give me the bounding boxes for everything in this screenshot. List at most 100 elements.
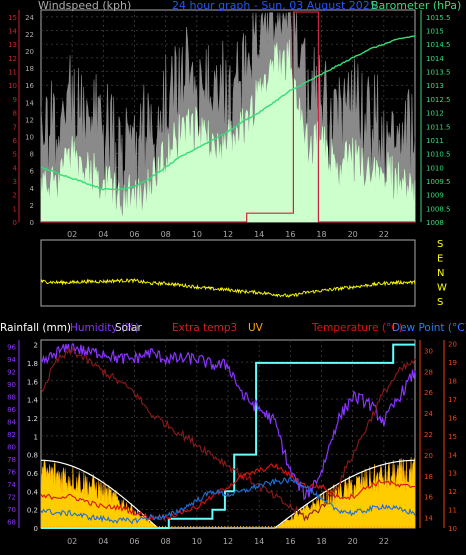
barometer-tick-label: 1013 bbox=[426, 82, 444, 90]
wind-average-area bbox=[40, 39, 416, 223]
wind-tick-label: 8 bbox=[13, 110, 17, 118]
rainfall-line bbox=[41, 343, 415, 529]
rain-tick-label: 1.2 bbox=[27, 415, 38, 423]
wind-tick-label: 3 bbox=[13, 178, 17, 186]
top-x-axis-ticks: 02 04 06 08 10 12 14 16 18 20 22 bbox=[67, 230, 389, 239]
barometer-tick-label: 1009 bbox=[426, 192, 444, 200]
dewpoint-tick-label: 10 bbox=[448, 525, 457, 533]
x-tick-label: 22 bbox=[379, 230, 389, 239]
wind-tick-label: 10 bbox=[8, 82, 17, 90]
humidity-tick-label: 74 bbox=[7, 481, 16, 489]
humidity-tick-label: 76 bbox=[7, 469, 16, 477]
x-tick-label: 12 bbox=[223, 230, 233, 239]
humidity-tick-label: 96 bbox=[7, 343, 16, 351]
barometer-axis-ticks: 1008 1008.5 1009 1009.5 1010 1010.5 1011 1011.5… bbox=[420, 10, 451, 227]
temperature-tick-label: 16 bbox=[424, 494, 433, 502]
humidity-tick-label: 68 bbox=[7, 519, 16, 527]
humidity-tick-label: 70 bbox=[7, 506, 16, 514]
barometer-line bbox=[40, 35, 416, 191]
wind-tick-label: 4 bbox=[13, 164, 18, 172]
humidity-tick-label: 90 bbox=[7, 381, 16, 389]
wind-tick-label: 5 bbox=[13, 151, 17, 159]
x-tick-label: 20 bbox=[348, 230, 358, 239]
dewpoint-tick-label: 14 bbox=[448, 451, 457, 459]
x-tick-label: 02 bbox=[67, 230, 77, 239]
humidity-tick-label: 92 bbox=[7, 368, 16, 376]
humidity-tick-label: 88 bbox=[7, 393, 16, 401]
barometer-tick-label: 1008.5 bbox=[426, 205, 451, 213]
humidity-tick-label: 78 bbox=[7, 456, 16, 464]
legend-rainfall: Rainfall (mm) bbox=[0, 322, 71, 334]
barometer-tick-label: 1012 bbox=[426, 110, 444, 118]
barometer-tick-label: 1010.5 bbox=[426, 151, 451, 159]
barometer-tick-label: 1014 bbox=[426, 55, 444, 63]
dewpoint-tick-label: 18 bbox=[448, 378, 457, 386]
rain-tick-label: 0.6 bbox=[27, 470, 39, 478]
temperature-ticks: 14 16 18 20 22 24 26 28 30 bbox=[419, 340, 433, 528]
temperature-tick-label: 24 bbox=[424, 410, 433, 418]
rain-tick-label: 0.8 bbox=[27, 452, 38, 460]
legend-humidity: Humidity (%) bbox=[70, 322, 139, 334]
direction-label: S bbox=[437, 297, 443, 308]
direction-label: N bbox=[437, 268, 444, 279]
rain-tick-label: 6 bbox=[30, 168, 35, 176]
legend-uv: UV bbox=[248, 322, 264, 334]
humidity-tick-label: 94 bbox=[7, 356, 16, 364]
barometer-tick-label: 1010 bbox=[426, 164, 444, 172]
humidity-tick-label: 82 bbox=[7, 431, 16, 439]
dewpoint-tick-label: 15 bbox=[448, 433, 457, 441]
rain-tick-label: 22 bbox=[25, 31, 34, 39]
direction-label: W bbox=[437, 283, 447, 294]
x-tick-label: 18 bbox=[316, 230, 326, 239]
rain-tick-label: 0 bbox=[34, 525, 38, 533]
humidity-tick-label: 72 bbox=[7, 494, 16, 502]
x-tick-label: 08 bbox=[161, 537, 171, 546]
dewpoint-tick-label: 12 bbox=[448, 488, 457, 496]
wind-tick-label: 0 bbox=[13, 219, 17, 227]
direction-label: E bbox=[437, 254, 443, 265]
rain-tick-label: 0.4 bbox=[27, 488, 39, 496]
wind-tick-label: 13 bbox=[8, 41, 17, 49]
barometer-tick-label: 1011.5 bbox=[426, 123, 451, 131]
wind-tick-label: 12 bbox=[8, 55, 17, 63]
legend-extra: Extra temp3 bbox=[172, 322, 237, 334]
dewpoint-line bbox=[40, 476, 416, 525]
x-tick-label: 04 bbox=[98, 230, 108, 239]
direction-series bbox=[40, 278, 416, 298]
bottom-legend: Rainfall (mm) Humidity (%) Solar Extra t… bbox=[0, 322, 466, 334]
barometer-tick-label: 1012.5 bbox=[426, 96, 451, 104]
temperature-tick-label: 18 bbox=[424, 473, 433, 481]
x-tick-label: 06 bbox=[129, 230, 139, 239]
x-tick-label: 22 bbox=[379, 537, 389, 546]
humidity-ticks: 68 70 72 74 76 78 80 82 84 86 88 90 92 94 96 bbox=[7, 340, 20, 528]
barometer-tick-label: 1008 bbox=[426, 219, 444, 227]
dewpoint-tick-label: 13 bbox=[448, 470, 457, 478]
rain-tick-label: 1.4 bbox=[27, 397, 39, 405]
temperature-tick-label: 14 bbox=[424, 515, 433, 523]
rain-tick-label: 24 bbox=[25, 14, 34, 22]
dewpoint-ticks: 10 11 12 13 14 15 16 17 18 19 20 bbox=[443, 340, 457, 533]
legend-solar: Solar bbox=[115, 322, 142, 334]
rain-tick-label: 20 bbox=[25, 48, 34, 56]
x-tick-label: 12 bbox=[223, 537, 233, 546]
top-series bbox=[40, 11, 416, 223]
dewpoint-tick-label: 17 bbox=[448, 396, 457, 404]
bottom-series bbox=[40, 343, 416, 529]
humidity-tick-label: 86 bbox=[7, 406, 16, 414]
temperature-tick-label: 30 bbox=[424, 347, 433, 355]
legend-temp: Temperature (°C) bbox=[311, 322, 403, 334]
barometer-tick-label: 1009.5 bbox=[426, 178, 451, 186]
x-tick-label: 14 bbox=[254, 537, 264, 546]
x-tick-label: 02 bbox=[67, 537, 77, 546]
wind-tick-label: 15 bbox=[8, 14, 17, 22]
barometer-tick-label: 1015.5 bbox=[426, 14, 451, 22]
dewpoint-tick-label: 16 bbox=[448, 414, 457, 422]
x-tick-label: 16 bbox=[285, 230, 295, 239]
rain-tick-label: 0 bbox=[30, 219, 34, 227]
humidity-line bbox=[40, 343, 416, 501]
x-tick-label: 08 bbox=[161, 230, 171, 239]
top-title-center: 24 hour graph - Sun, 03 August 2025 bbox=[172, 0, 377, 12]
